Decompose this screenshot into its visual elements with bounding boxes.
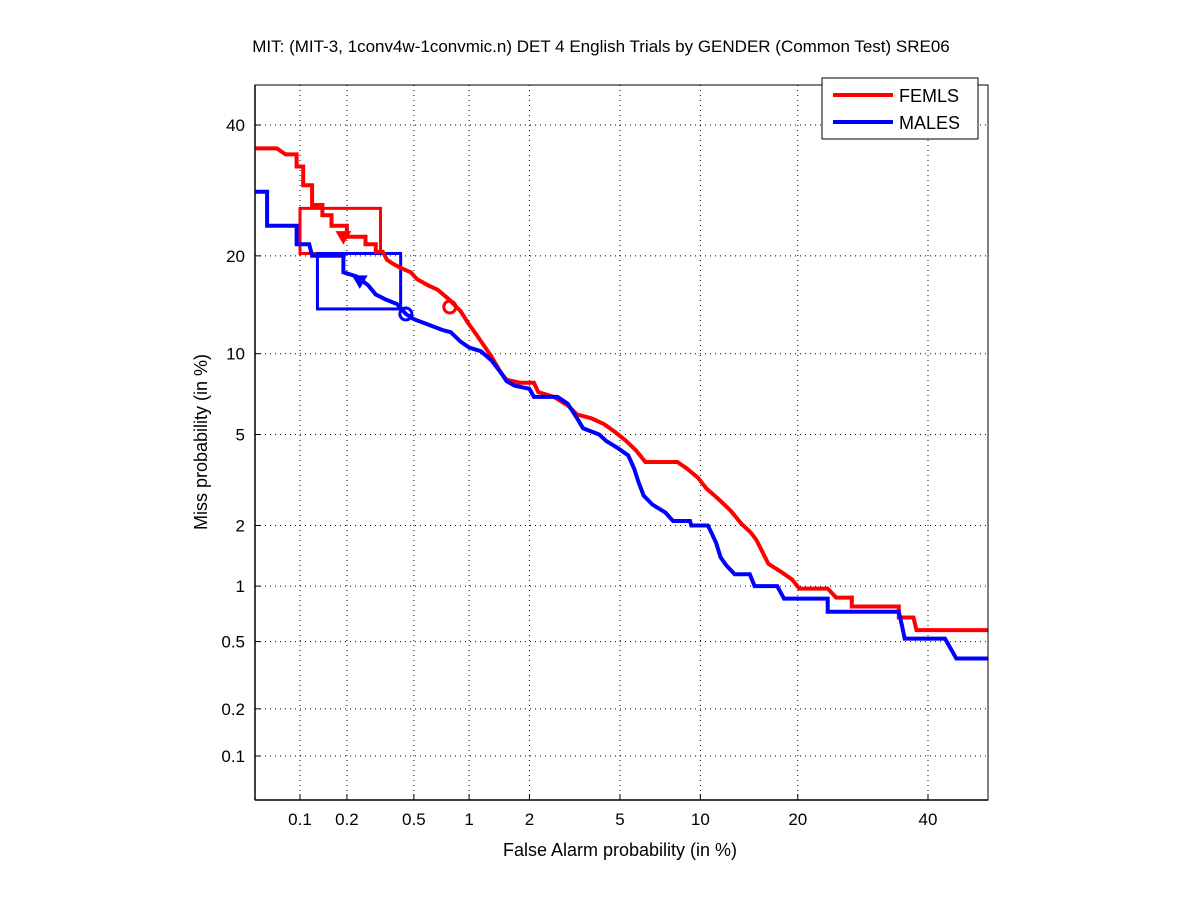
det-curves (255, 146, 988, 661)
det-curve-males (255, 189, 988, 661)
legend-label-femls: FEMLS (899, 86, 959, 106)
plot-area-frame (254, 84, 989, 801)
chart-title: MIT: (MIT-3, 1conv4w-1convmic.n) DET 4 E… (252, 37, 950, 56)
legend-label-males: MALES (899, 113, 960, 133)
y-tick-label: 5 (236, 426, 245, 445)
legend: FEMLS MALES (821, 77, 979, 140)
x-tick-label: 0.2 (335, 810, 359, 829)
x-tick-label: 20 (788, 810, 807, 829)
operating-point-circle-femls (442, 299, 458, 315)
y-tick-labels: 0.1 0.2 0.5 1 2 5 10 20 40 (221, 116, 245, 766)
confidence-boxes (298, 206, 403, 311)
y-tick-label: 0.5 (221, 633, 245, 652)
x-tick-label: 1 (464, 810, 473, 829)
grid-lines (255, 85, 988, 800)
confidence-box-femls (298, 206, 383, 255)
y-tick-label: 20 (226, 247, 245, 266)
y-tick-label: 40 (226, 116, 245, 135)
y-tick-label: 0.1 (221, 747, 245, 766)
y-axis-label: Miss probability (in %) (191, 354, 211, 530)
y-tick-label: 1 (236, 577, 245, 596)
y-tick-label: 0.2 (221, 700, 245, 719)
operating-point-triangle-males (351, 275, 368, 289)
legend-box (821, 77, 979, 140)
x-tick-label: 0.1 (288, 810, 312, 829)
operating-point-markers (335, 231, 458, 322)
y-tick-label: 10 (226, 345, 245, 364)
x-tick-label: 5 (615, 810, 624, 829)
x-tick-label: 40 (919, 810, 938, 829)
x-tick-label: 0.5 (402, 810, 426, 829)
x-tick-labels: 0.1 0.2 0.5 1 2 5 10 20 40 (288, 810, 937, 829)
x-axis-label: False Alarm probability (in %) (503, 840, 737, 860)
x-tick-label: 10 (691, 810, 710, 829)
operating-point-triangle-femls (335, 231, 352, 245)
det-curve-femls (255, 146, 988, 633)
confidence-box-males (315, 251, 403, 311)
y-tick-label: 2 (236, 516, 245, 535)
operating-point-circle-males (398, 306, 414, 322)
x-tick-label: 2 (525, 810, 534, 829)
